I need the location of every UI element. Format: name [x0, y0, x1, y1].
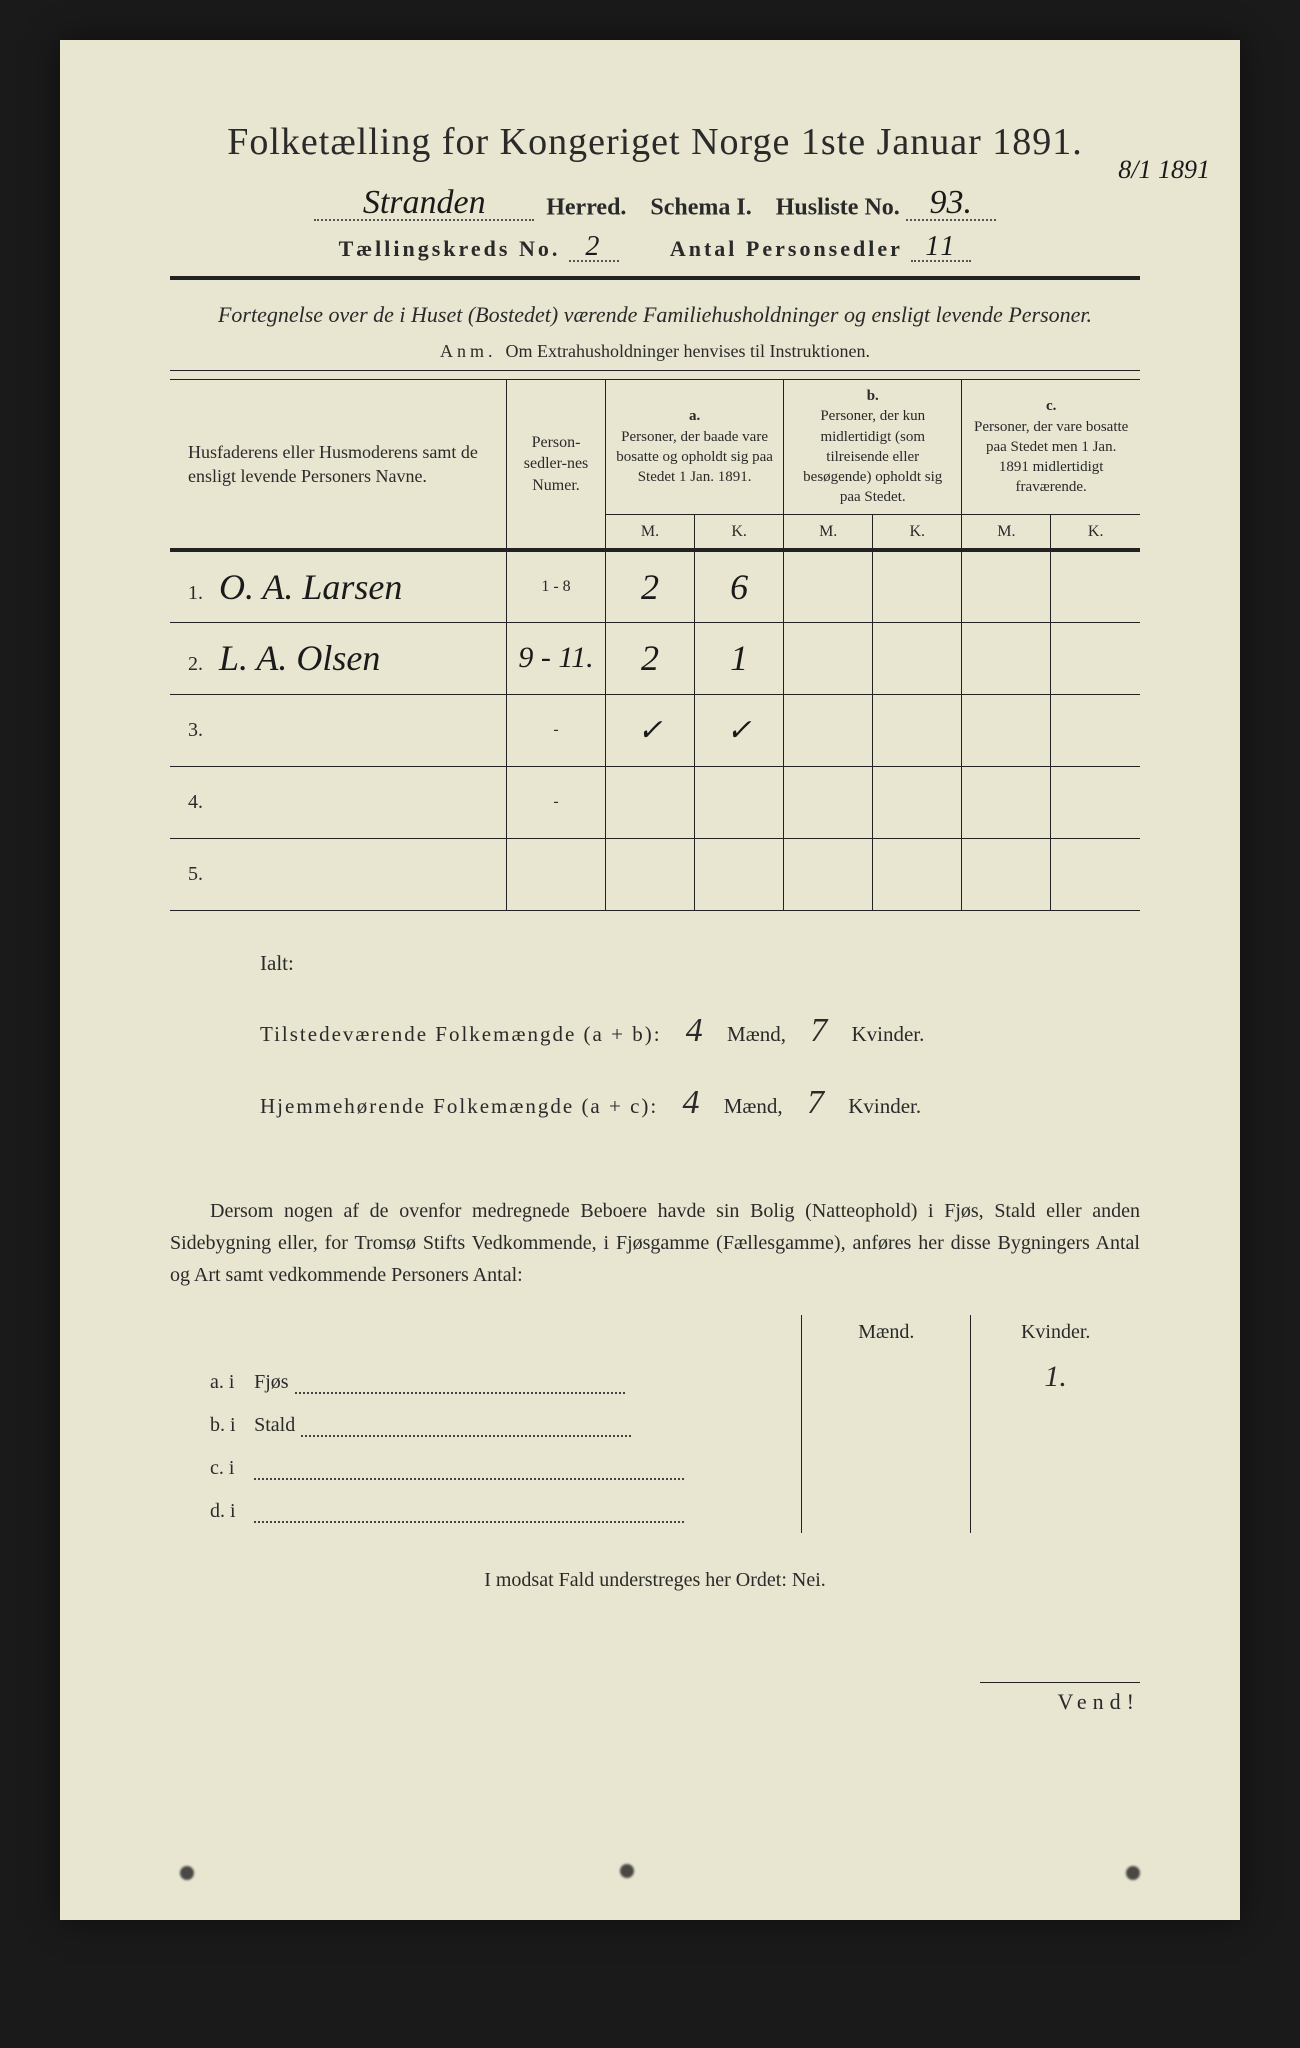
col-b: b.Personer, der kun midlertidigt (som ti… [784, 380, 962, 515]
col-c-k: K. [1051, 514, 1140, 550]
bldg-col-maend: Mænd. [802, 1315, 971, 1350]
bldg-col-kvinder: Kvinder. [971, 1315, 1140, 1350]
col-numer: Person-sedler-nes Numer. [507, 380, 606, 551]
bldg-row: c. i [170, 1447, 1140, 1490]
nei-line: I modsat Fald understreges her Ordet: Ne… [170, 1569, 1140, 1592]
kreds-label: Tællingskreds No. [339, 236, 561, 261]
col-c-m: M. [962, 514, 1051, 550]
antal-label: Antal Personsedler [670, 236, 903, 261]
col-name: Husfaderens eller Husmoderens samt de en… [170, 380, 507, 551]
divider-thin-1 [170, 370, 1140, 371]
household-table: Husfaderens eller Husmoderens samt de en… [170, 379, 1140, 911]
subtitle: Fortegnelse over de i Huset (Bostedet) v… [170, 298, 1140, 331]
divider-heavy-1 [170, 276, 1140, 280]
col-b-m: M. [784, 514, 873, 550]
ink-smudge-icon [180, 1866, 194, 1880]
col-a-m: M. [606, 514, 695, 550]
husliste-value: 93. [906, 184, 996, 221]
table-row: 2. L. A. Olsen 9 - 11. 2 1 [170, 622, 1140, 694]
anm-label: Anm. [440, 341, 497, 361]
table-row: 5. [170, 838, 1140, 910]
present-total-line: Tilstedeværende Folkemængde (a + b): 4 M… [260, 995, 1140, 1067]
table-row: 4. - [170, 766, 1140, 838]
ink-smudge-icon [1126, 1866, 1140, 1880]
resident-total-line: Hjemmehørende Folkemængde (a + c): 4 Mæn… [260, 1067, 1140, 1139]
col-c: c.Personer, der vare bosatte paa Stedet … [962, 380, 1140, 515]
header-line-1: Stranden Herred. Schema I. Husliste No. … [170, 184, 1140, 221]
margin-date: 8/1 1891 [1118, 155, 1210, 185]
husliste-label: Husliste No. [776, 194, 900, 220]
bldg-row: d. i [170, 1490, 1140, 1533]
schema-label: Schema I. [650, 194, 751, 220]
table-row: 3. - ✓ ✓ [170, 694, 1140, 766]
bldg-row: b. i Stald [170, 1404, 1140, 1447]
outbuilding-paragraph: Dersom nogen af de ovenfor medregnede Be… [170, 1195, 1140, 1291]
ink-smudge-icon [620, 1864, 634, 1878]
antal-value: 11 [911, 231, 971, 262]
annotation-line: Anm. Om Extrahusholdninger henvises til … [170, 341, 1140, 362]
col-b-k: K. [873, 514, 962, 550]
ialt-label: Ialt: [260, 941, 1140, 985]
kreds-value: 2 [569, 231, 619, 262]
vend-label: Vend! [980, 1682, 1140, 1715]
col-a-k: K. [695, 514, 784, 550]
page-title: Folketælling for Kongeriget Norge 1ste J… [170, 120, 1140, 164]
herred-label: Herred. [546, 194, 626, 220]
census-form-page: Folketælling for Kongeriget Norge 1ste J… [60, 40, 1240, 1920]
col-a: a.Personer, der baade vare bosatte og op… [606, 380, 784, 515]
outbuilding-table: Mænd. Kvinder. a. i Fjøs 1. b. i Stald c… [170, 1315, 1140, 1533]
header-line-2: Tællingskreds No. 2 Antal Personsedler 1… [170, 231, 1140, 262]
table-row: 1. O. A. Larsen 1 - 8 2 6 [170, 550, 1140, 622]
totals-block: Ialt: Tilstedeværende Folkemængde (a + b… [260, 941, 1140, 1140]
bldg-row: a. i Fjøs 1. [170, 1350, 1140, 1404]
anm-text: Om Extrahusholdninger henvises til Instr… [506, 341, 870, 361]
herred-value: Stranden [314, 184, 534, 221]
